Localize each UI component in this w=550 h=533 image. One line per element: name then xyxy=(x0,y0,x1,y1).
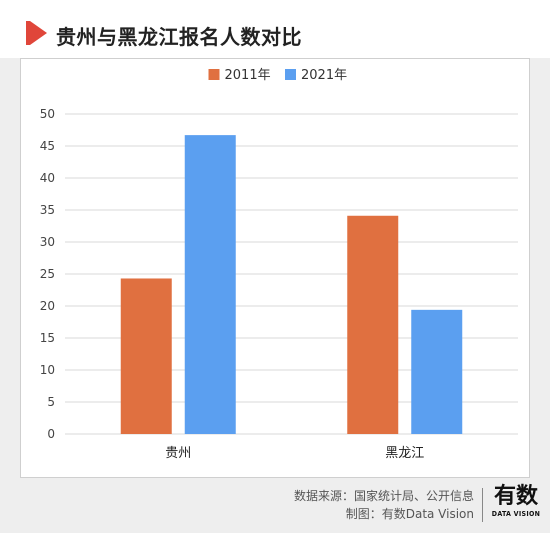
credit-text: 制图：有数Data Vision xyxy=(345,507,474,521)
brand-mark-icon xyxy=(26,21,47,45)
legend-swatch xyxy=(285,69,296,80)
brand-logo: 有数 DATA VISION xyxy=(487,484,545,518)
bar-series1 xyxy=(347,215,399,434)
bar-series2 xyxy=(411,309,463,434)
brand-name: 有数 xyxy=(493,484,538,509)
bar-chart: 0 5 10 15 20 25 30 35 40 45 50 贵州 黑龙江 2011年 2021年 xyxy=(40,68,518,461)
legend-label: 2021年 xyxy=(301,68,347,83)
source-text: 数据来源：国家统计局、公开信息 xyxy=(293,489,474,503)
y-tick-label: 35 xyxy=(40,203,55,217)
y-tick-label: 15 xyxy=(40,331,55,345)
y-tick-label: 40 xyxy=(40,171,55,185)
bar-series1 xyxy=(120,278,172,434)
y-tick-label: 45 xyxy=(40,139,55,153)
legend-label: 2011年 xyxy=(225,68,271,83)
page-title: 贵州与黑龙江报名人数对比 xyxy=(56,25,302,49)
footer-source: 数据来源：国家统计局、公开信息 制图：有数Data Vision xyxy=(294,487,474,523)
y-tick-label: 30 xyxy=(40,235,55,249)
x-tick-label: 贵州 xyxy=(165,446,191,461)
y-tick-label: 20 xyxy=(40,299,55,313)
y-tick-label: 5 xyxy=(47,395,55,409)
y-tick-label: 10 xyxy=(40,363,55,377)
chart-card: 0 5 10 15 20 25 30 35 40 45 50 贵州 黑龙江 2011年 2021年 xyxy=(20,58,530,478)
brand-subtitle: DATA VISION xyxy=(491,510,541,518)
header: 贵州与黑龙江报名人数对比 xyxy=(0,0,550,58)
y-tick-label: 50 xyxy=(40,107,55,121)
brand-divider xyxy=(482,488,483,522)
bar-series2 xyxy=(184,135,236,434)
y-tick-label: 0 xyxy=(47,427,55,441)
y-tick-label: 25 xyxy=(40,267,55,281)
legend-swatch xyxy=(208,69,220,80)
x-tick-label: 黑龙江 xyxy=(385,446,424,461)
